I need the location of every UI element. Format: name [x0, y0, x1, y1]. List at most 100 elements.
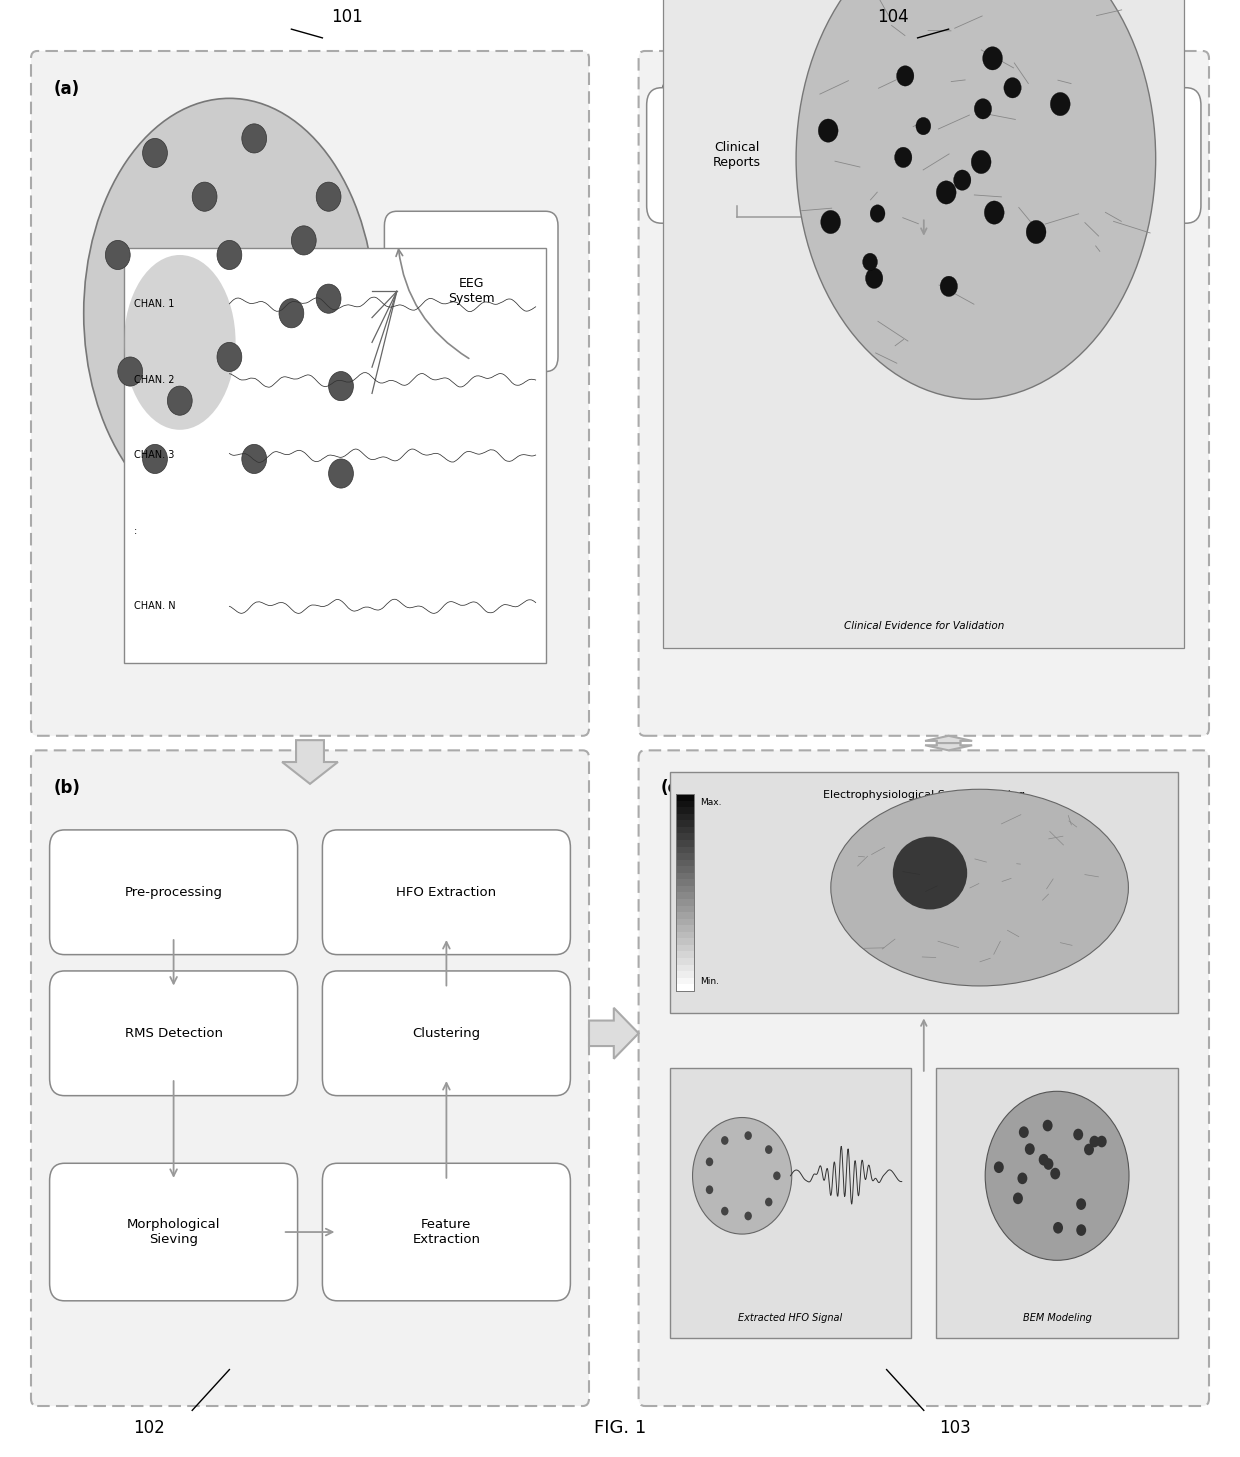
- Bar: [676, 865, 694, 873]
- Bar: [676, 959, 694, 965]
- Circle shape: [706, 1186, 713, 1195]
- Text: (c): (c): [661, 779, 686, 797]
- Text: Clinical Evidence for Validation: Clinical Evidence for Validation: [843, 621, 1004, 631]
- Circle shape: [1039, 1154, 1049, 1166]
- Circle shape: [1018, 1173, 1028, 1185]
- Circle shape: [316, 182, 341, 211]
- Text: Clinical
Reports: Clinical Reports: [713, 141, 761, 169]
- Circle shape: [279, 299, 304, 328]
- Ellipse shape: [831, 790, 1128, 986]
- Bar: [676, 801, 694, 807]
- Bar: [676, 932, 694, 938]
- Circle shape: [765, 1145, 773, 1154]
- Circle shape: [143, 138, 167, 168]
- Bar: [676, 912, 694, 919]
- FancyBboxPatch shape: [831, 87, 1012, 223]
- Circle shape: [971, 150, 991, 173]
- Text: HFO Extraction: HFO Extraction: [397, 886, 496, 899]
- Circle shape: [870, 205, 885, 223]
- Circle shape: [1074, 1129, 1084, 1141]
- Circle shape: [774, 1171, 781, 1180]
- Bar: [676, 892, 694, 899]
- Text: 102: 102: [133, 1419, 165, 1437]
- Text: (b): (b): [53, 779, 81, 797]
- Circle shape: [916, 118, 931, 136]
- Text: (a): (a): [53, 80, 79, 98]
- Bar: [676, 919, 694, 925]
- Circle shape: [982, 47, 1002, 70]
- Ellipse shape: [134, 408, 300, 568]
- Circle shape: [167, 386, 192, 415]
- FancyBboxPatch shape: [1021, 87, 1200, 223]
- Circle shape: [329, 372, 353, 401]
- Circle shape: [1050, 1167, 1060, 1179]
- Text: Feature
Extraction: Feature Extraction: [413, 1218, 480, 1246]
- Circle shape: [1076, 1198, 1086, 1209]
- Circle shape: [1027, 220, 1047, 243]
- FancyBboxPatch shape: [50, 830, 298, 954]
- Bar: [676, 879, 694, 886]
- Circle shape: [765, 1198, 773, 1206]
- Text: Electrophysiological Source Imaging: Electrophysiological Source Imaging: [822, 790, 1025, 800]
- Circle shape: [720, 1136, 729, 1145]
- FancyBboxPatch shape: [31, 51, 589, 736]
- Circle shape: [692, 1118, 791, 1234]
- Bar: [676, 873, 694, 879]
- Bar: [676, 925, 694, 932]
- Text: Morphological
Sieving: Morphological Sieving: [126, 1218, 221, 1246]
- FancyBboxPatch shape: [639, 750, 1209, 1406]
- Bar: [676, 899, 694, 905]
- Text: 101: 101: [331, 9, 363, 26]
- Circle shape: [894, 147, 911, 168]
- Circle shape: [192, 182, 217, 211]
- Circle shape: [316, 284, 341, 313]
- Circle shape: [242, 444, 267, 474]
- Circle shape: [1013, 1192, 1023, 1203]
- Ellipse shape: [893, 836, 967, 909]
- Circle shape: [954, 170, 971, 191]
- Text: 103: 103: [939, 1419, 971, 1437]
- Circle shape: [242, 124, 267, 153]
- Polygon shape: [589, 1008, 639, 1059]
- Bar: [676, 833, 694, 839]
- Bar: [676, 965, 694, 970]
- Circle shape: [863, 254, 878, 271]
- Text: :: :: [134, 526, 138, 536]
- Polygon shape: [925, 743, 972, 750]
- Circle shape: [118, 357, 143, 386]
- Text: Registered
CT: Registered CT: [1078, 141, 1145, 169]
- Bar: [663, 0, 1184, 648]
- Circle shape: [217, 240, 242, 270]
- Circle shape: [744, 1131, 751, 1139]
- Bar: [676, 886, 694, 892]
- Circle shape: [1043, 1120, 1053, 1132]
- Text: Extracted HFO Signal: Extracted HFO Signal: [738, 1313, 843, 1323]
- Text: CHAN. N: CHAN. N: [134, 602, 176, 612]
- Text: EEG
System: EEG System: [448, 277, 495, 306]
- Circle shape: [821, 210, 841, 233]
- Bar: [676, 820, 694, 828]
- Text: Min.: Min.: [701, 978, 719, 986]
- Circle shape: [897, 66, 914, 86]
- Circle shape: [1096, 1135, 1106, 1147]
- Bar: [670, 772, 1178, 1013]
- Text: (d): (d): [661, 80, 688, 98]
- Circle shape: [217, 342, 242, 372]
- Circle shape: [291, 226, 316, 255]
- Bar: [676, 794, 694, 801]
- Circle shape: [975, 99, 992, 119]
- Ellipse shape: [796, 0, 1156, 399]
- FancyBboxPatch shape: [322, 970, 570, 1096]
- Bar: [676, 826, 694, 833]
- Bar: [676, 852, 694, 860]
- Text: Pre-processing: Pre-processing: [124, 886, 223, 899]
- Circle shape: [143, 444, 167, 474]
- Circle shape: [1076, 1224, 1086, 1236]
- Bar: [676, 860, 694, 865]
- FancyBboxPatch shape: [384, 211, 558, 372]
- FancyBboxPatch shape: [50, 970, 298, 1096]
- FancyBboxPatch shape: [31, 750, 589, 1406]
- FancyBboxPatch shape: [322, 830, 570, 954]
- Circle shape: [1044, 1158, 1054, 1170]
- Text: CHAN. 2: CHAN. 2: [134, 374, 175, 385]
